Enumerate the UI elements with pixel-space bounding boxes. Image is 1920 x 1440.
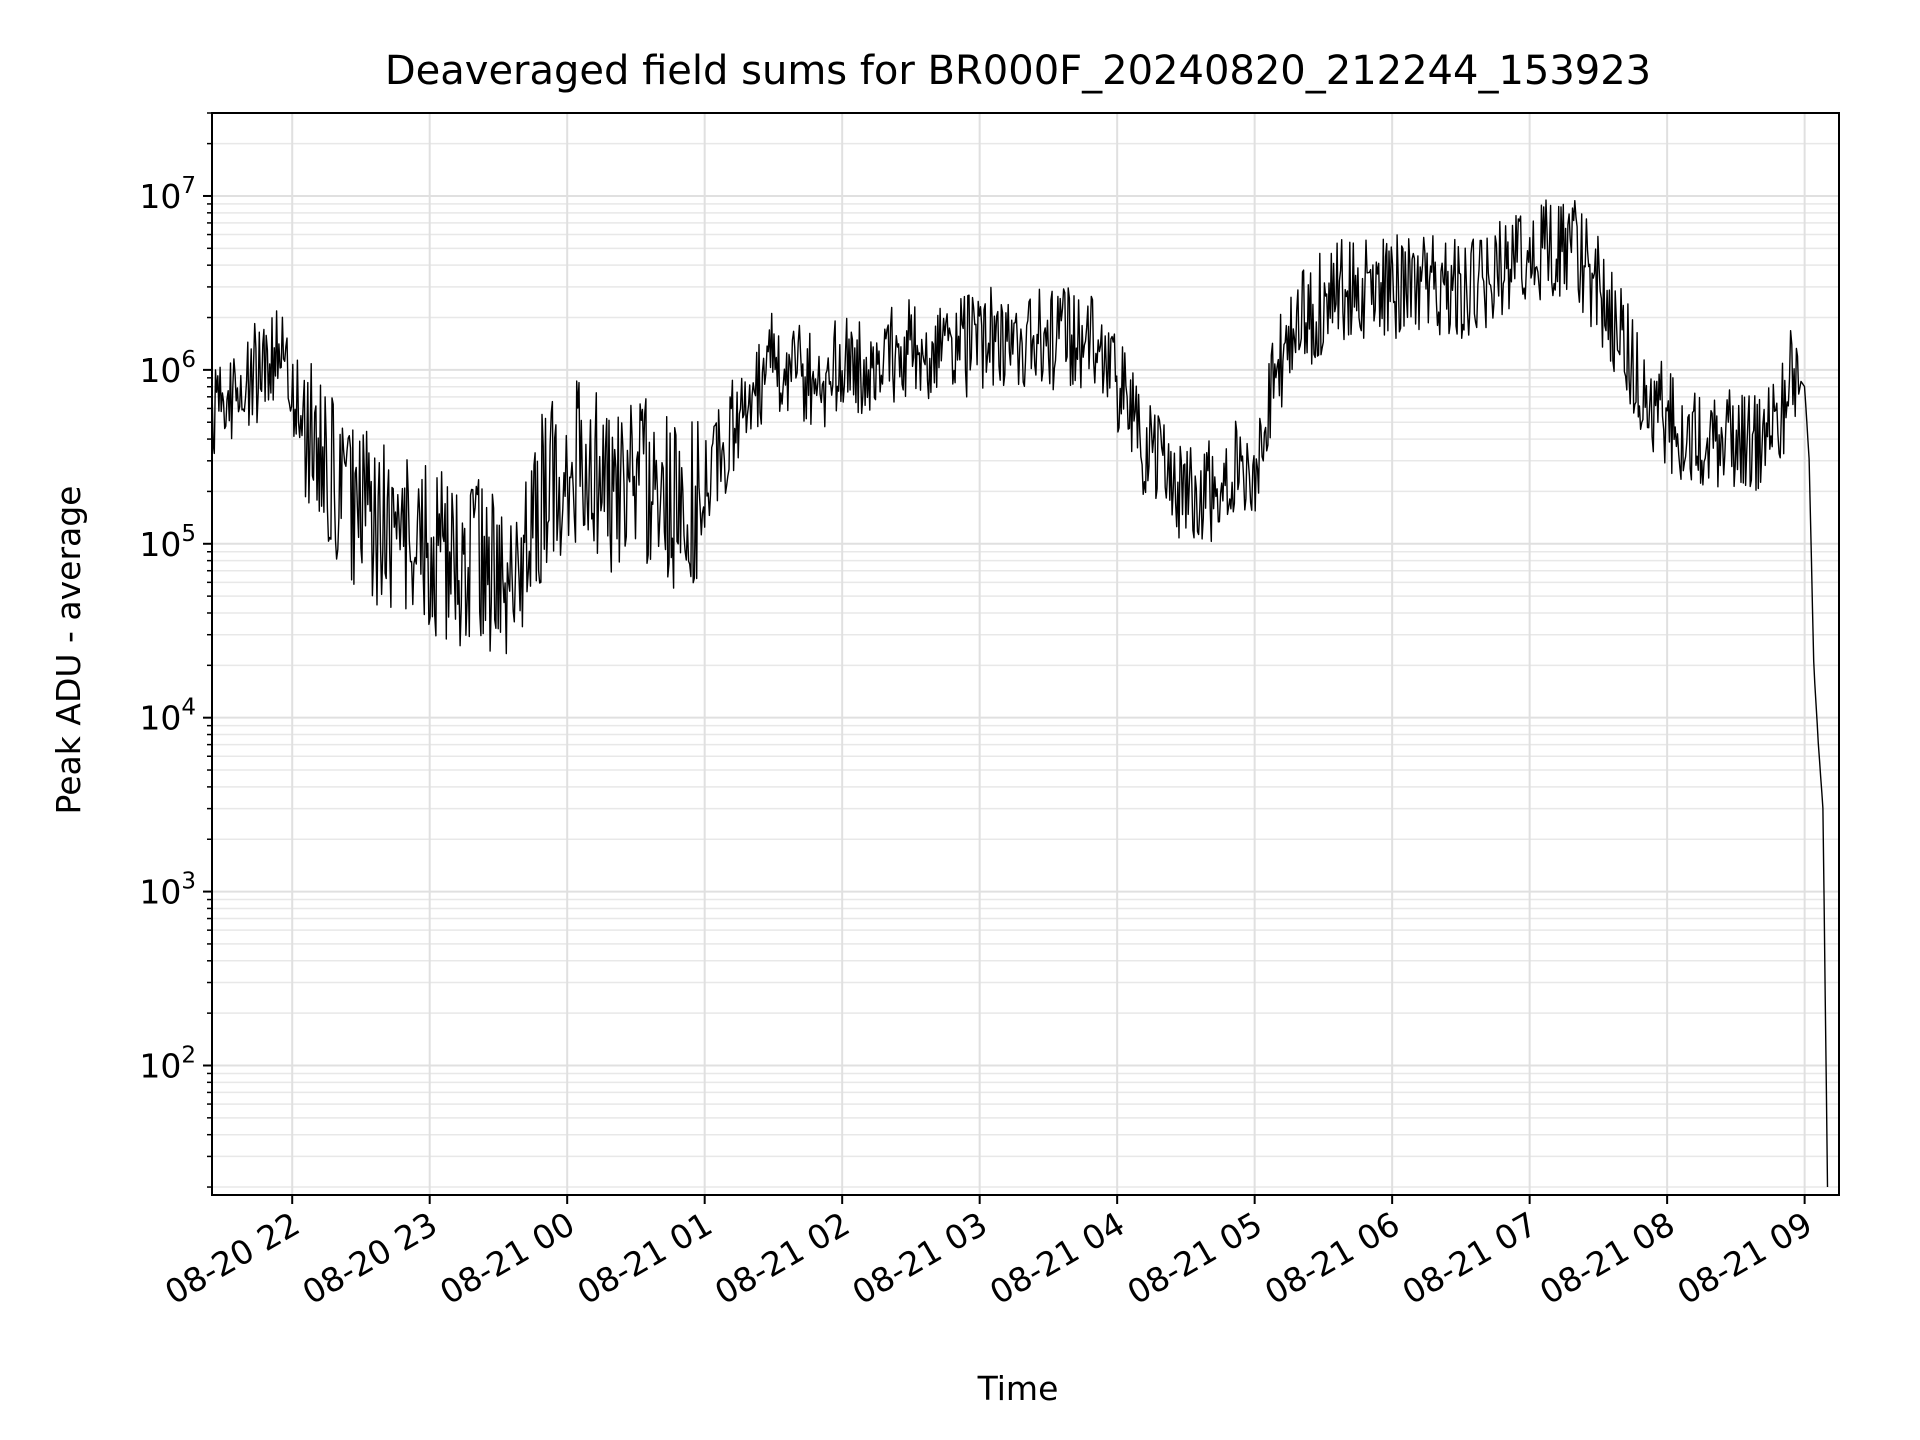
plot-frame: [211, 112, 1840, 1196]
y-tick-label: 104: [139, 695, 196, 738]
y-tick-label: 102: [139, 1042, 196, 1085]
x-axis-label: Time: [977, 1369, 1059, 1408]
y-tick-label: 105: [139, 521, 196, 564]
y-axis-label: Peak ADU - average: [49, 486, 88, 815]
y-tick-label: 103: [139, 869, 196, 912]
y-tick-label: 106: [139, 347, 196, 390]
series-line-0: [211, 199, 1829, 1188]
series-layer: [211, 199, 1829, 1188]
chart-title: Deaveraged field sums for BR000F_2024082…: [385, 48, 1651, 94]
y-tick-label: 107: [139, 173, 196, 216]
